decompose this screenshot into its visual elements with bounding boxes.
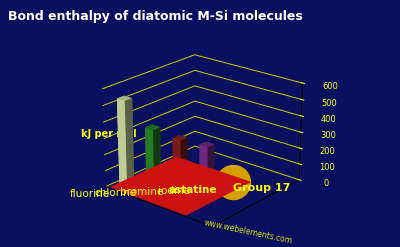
Text: kJ per mol: kJ per mol <box>81 129 136 139</box>
Text: Bond enthalpy of diatomic M-Si molecules: Bond enthalpy of diatomic M-Si molecules <box>8 10 303 23</box>
Text: www.webelements.com: www.webelements.com <box>203 218 293 246</box>
